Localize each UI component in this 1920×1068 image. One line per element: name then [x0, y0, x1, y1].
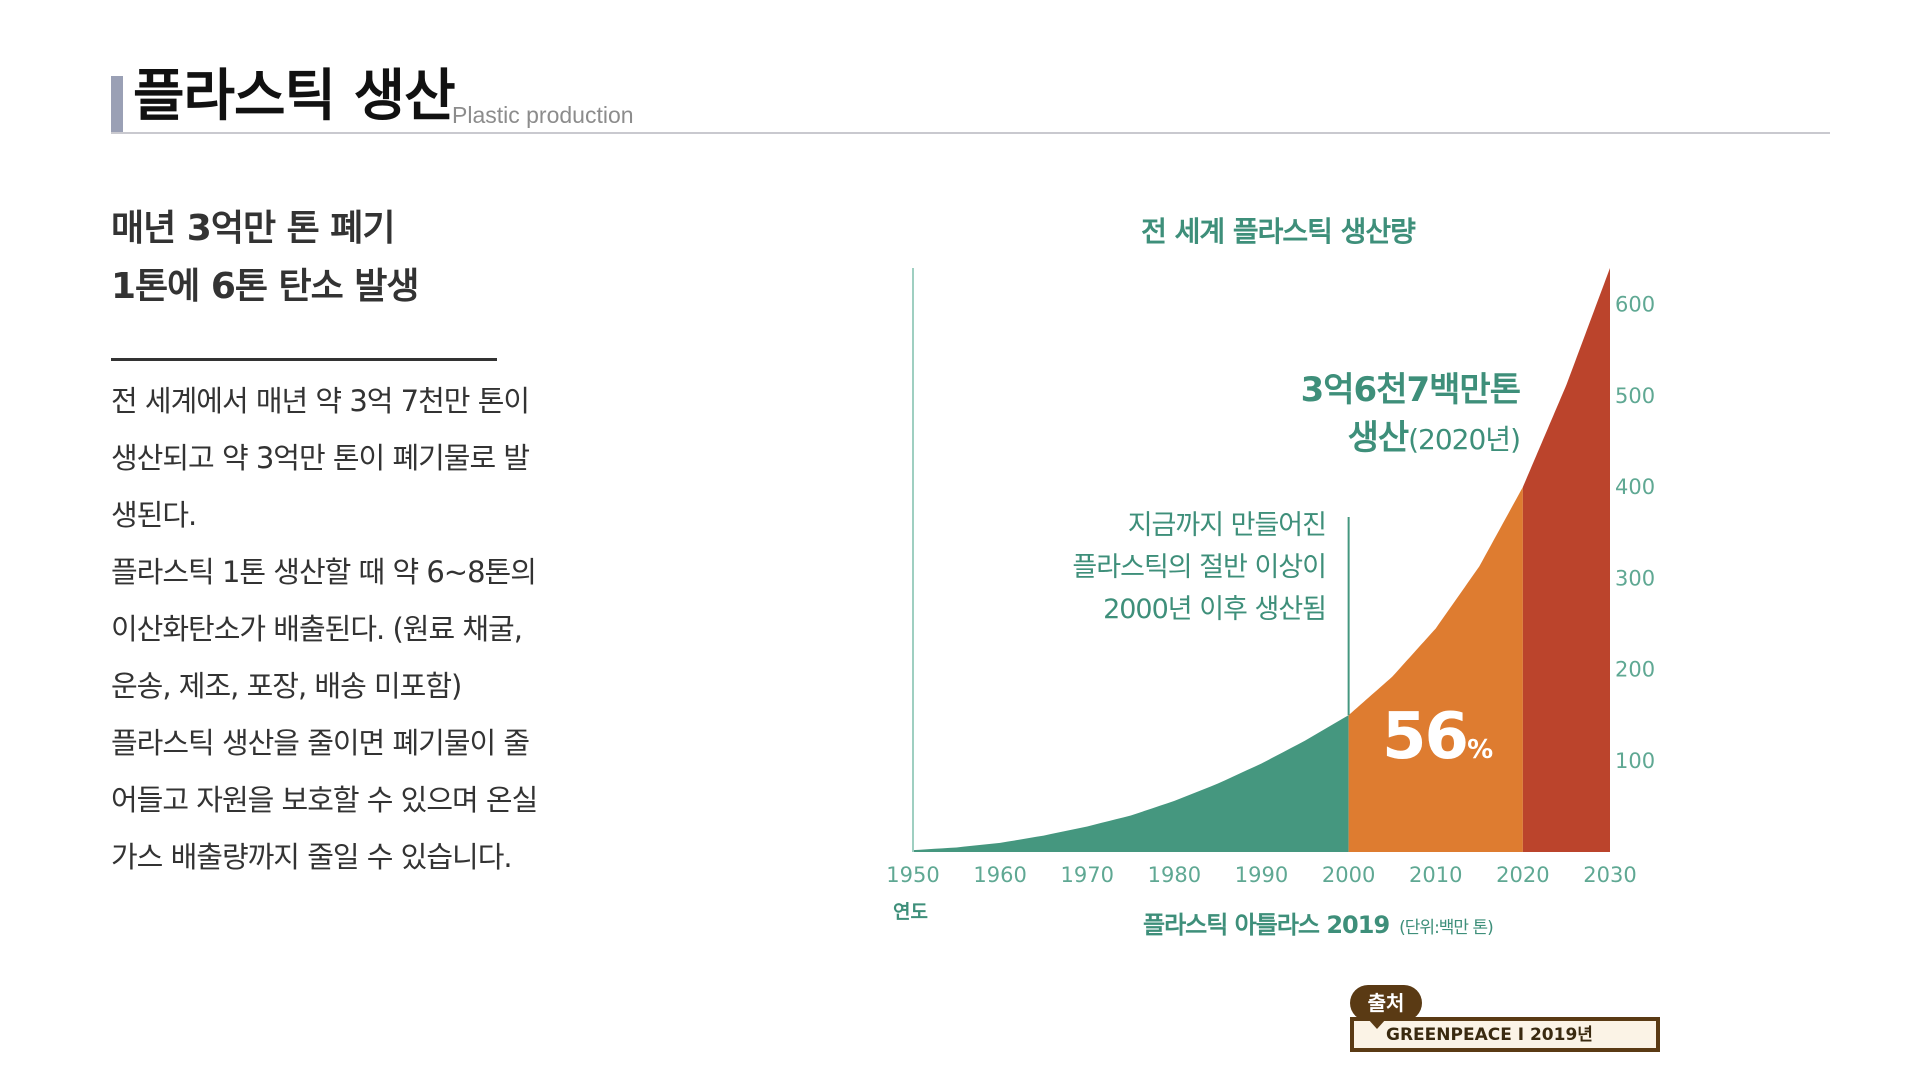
callout-line: 플라스틱의 절반 이상이 — [1072, 552, 1327, 583]
area-segment-2000-2020 — [1348, 487, 1523, 852]
headline-line-2: 1톤에 6톤 탄소 발생 — [111, 266, 420, 307]
chart-source: 플라스틱 아틀라스 2019 (단위:백만 톤) — [1143, 905, 1494, 940]
headline-divider — [111, 358, 497, 361]
callout-line: 2000년 이후 생산됨 — [1103, 594, 1327, 625]
percent-label: 56% — [1382, 700, 1493, 774]
x-tick-label: 1960 — [973, 863, 1026, 887]
y-tick-label: 500 — [1615, 384, 1655, 408]
x-tick-label: 1990 — [1235, 863, 1288, 887]
area-segment-2020-2030 — [1522, 268, 1610, 852]
chart-source-name: 플라스틱 아틀라스 2019 — [1143, 911, 1390, 939]
area-segment-1950-2000 — [913, 715, 1349, 852]
body-line: 생된다. — [111, 498, 197, 532]
x-axis-label: 연도 — [893, 901, 928, 923]
header-divider — [111, 132, 1830, 134]
total-production-value: 3억6천7백만톤 — [1300, 370, 1521, 410]
body-line: 운송, 제조, 포장, 배송 미포함) — [111, 669, 462, 703]
total-production-year: (2020년) — [1408, 423, 1521, 456]
credit-tag-pointer — [1368, 1019, 1386, 1029]
total-production-label: 생산 — [1347, 418, 1410, 458]
body-line: 가스 배출량까지 줄일 수 있습니다. — [111, 840, 513, 874]
y-tick-label: 600 — [1615, 293, 1655, 317]
title-accent-bar — [111, 76, 123, 134]
x-tick-label: 2010 — [1409, 863, 1462, 887]
total-production-callout: 3억6천7백만톤 생산(2020년) — [1210, 366, 1521, 464]
headline: 매년 3억만 톤 폐기 1톤에 6톤 탄소 발생 — [111, 200, 420, 316]
body-line: 이산화탄소가 배출된다. (원료 채굴, — [111, 612, 523, 646]
chart-unit: (단위:백만 톤) — [1399, 918, 1494, 938]
x-tick-label: 1980 — [1148, 863, 1201, 887]
body-line: 플라스틱 생산을 줄이면 폐기물이 줄 — [111, 726, 530, 760]
body-text: 전 세계에서 매년 약 3억 7천만 톤이 생산되고 약 3억만 톤이 폐기물로… — [111, 373, 581, 886]
credit-tag: 출처 — [1350, 985, 1422, 1021]
credit-box: GREENPEACE I 2019년 — [1350, 1017, 1660, 1052]
x-tick-label: 2020 — [1496, 863, 1549, 887]
y-tick-label: 100 — [1615, 749, 1655, 773]
percent-symbol: % — [1467, 735, 1494, 765]
body-line: 플라스틱 1톤 생산할 때 약 6~8톤의 — [111, 555, 537, 589]
body-line: 생산되고 약 3억만 톤이 폐기물로 발 — [111, 441, 530, 475]
y-tick-label: 400 — [1615, 475, 1655, 499]
x-tick-label: 1970 — [1061, 863, 1114, 887]
page-subtitle: Plastic production — [452, 102, 634, 128]
half-since-2000-callout: 지금까지 만들어진 플라스틱의 절반 이상이 2000년 이후 생산됨 — [990, 505, 1327, 631]
headline-line-1: 매년 3억만 톤 폐기 — [111, 208, 395, 249]
x-tick-label: 2030 — [1583, 863, 1636, 887]
y-tick-label: 200 — [1615, 658, 1655, 682]
chart-title: 전 세계 플라스틱 생산량 — [1141, 215, 1416, 248]
body-line: 어들고 자원을 보호할 수 있으며 온실 — [111, 783, 538, 817]
page-title: 플라스틱 생산 — [133, 64, 456, 129]
y-tick-label: 300 — [1615, 566, 1655, 590]
x-tick-label: 2000 — [1322, 863, 1375, 887]
body-line: 전 세계에서 매년 약 3억 7천만 톤이 — [111, 384, 530, 418]
x-tick-label: 1950 — [886, 863, 939, 887]
percent-value: 56 — [1382, 700, 1469, 774]
callout-line: 지금까지 만들어진 — [1127, 510, 1327, 541]
